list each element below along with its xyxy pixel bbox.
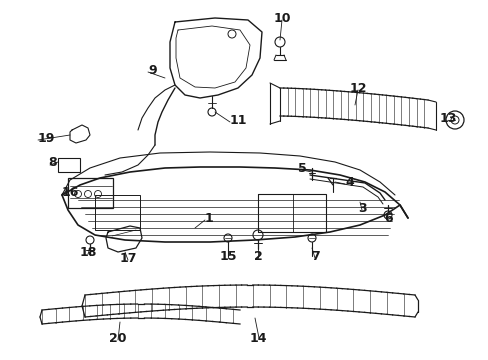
Text: 6: 6 — [383, 211, 392, 225]
Text: 20: 20 — [109, 332, 126, 345]
Text: 10: 10 — [273, 12, 290, 24]
Text: 15: 15 — [219, 249, 236, 262]
Text: 9: 9 — [148, 63, 156, 77]
Text: 2: 2 — [253, 249, 262, 262]
Bar — [58, 158, 80, 172]
Bar — [258, 194, 292, 232]
Text: 8: 8 — [48, 157, 57, 170]
Text: 19: 19 — [38, 131, 55, 144]
Bar — [95, 195, 140, 230]
Text: 1: 1 — [204, 211, 213, 225]
Bar — [258, 194, 325, 232]
Text: 18: 18 — [79, 246, 97, 258]
Text: 7: 7 — [310, 249, 319, 262]
Text: 11: 11 — [229, 113, 247, 126]
Text: 3: 3 — [357, 202, 366, 215]
Text: 17: 17 — [119, 252, 137, 265]
Text: 4: 4 — [345, 175, 353, 189]
Text: 5: 5 — [297, 162, 306, 175]
Bar — [68, 178, 113, 208]
Text: 13: 13 — [438, 112, 456, 125]
Text: 14: 14 — [249, 332, 266, 345]
Text: 12: 12 — [348, 81, 366, 94]
Text: 16: 16 — [62, 185, 79, 198]
